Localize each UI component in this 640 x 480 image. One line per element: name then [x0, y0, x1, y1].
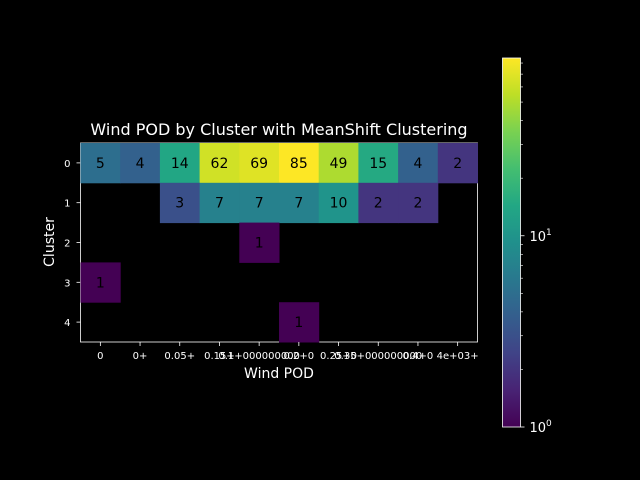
heatmap-cell — [318, 182, 359, 224]
heatmap-cell — [239, 143, 280, 184]
cell-value-label: 62 — [211, 156, 229, 172]
heatmap-cell — [199, 182, 240, 224]
cell-value-label: 4 — [136, 156, 145, 172]
cell-value-label: 2 — [453, 156, 462, 172]
colorbar-gradient — [502, 57, 521, 428]
heatmap-cells: 5 4 14 62 69 85 49 15 4 2 3 7 7 7 10 2 2 1 1 1 — [80, 143, 478, 343]
heatmap-cell — [159, 143, 201, 184]
cell-value-label: 2 — [413, 196, 422, 212]
colorbar-tick-label: 101 — [530, 228, 552, 245]
heatmap-cell — [398, 143, 439, 184]
x-tick-label: 4e+03+ — [437, 351, 479, 362]
y-tick-label: 3 — [64, 278, 70, 289]
y-tick-label: 2 — [64, 239, 70, 250]
heatmap-cell — [120, 143, 161, 184]
heatmap-cell — [159, 182, 201, 224]
cell-value-label: 4 — [413, 156, 422, 172]
heatmap-cell — [80, 143, 121, 184]
cell-value-label: 1 — [255, 236, 264, 252]
cell-value-label: 14 — [171, 156, 189, 172]
cell-value-label: 1 — [96, 275, 105, 291]
x-tick-label: 0.35+000000000 — [334, 351, 422, 362]
x-tick-label: 0.2+0 — [284, 351, 315, 362]
heatmap-cell — [398, 182, 439, 224]
x-tick-label: 0.4+0 — [403, 351, 434, 362]
heatmap-cell — [358, 143, 399, 184]
heatmap-cell — [199, 143, 240, 184]
heatmap-cell — [358, 182, 399, 224]
cell-value-label: 10 — [330, 196, 348, 212]
y-tick-label: 4 — [64, 318, 70, 329]
heatmap-cell — [239, 182, 280, 224]
heatmap-cell — [279, 302, 320, 343]
cell-value-label: 85 — [290, 156, 308, 172]
cell-value-label: 1 — [294, 315, 303, 331]
x-tick-label: 0 — [97, 351, 103, 362]
x-tick-label: 0.15+ — [204, 351, 235, 362]
cell-value-label: 7 — [294, 196, 303, 212]
heatmap-cell — [318, 143, 359, 184]
y-axis-label: Cluster — [42, 217, 58, 267]
y-axis-ticks: 0 1 2 3 4 — [64, 159, 81, 329]
colorbar-tick-label: 100 — [530, 419, 553, 436]
heatmap-cell — [80, 262, 121, 303]
y-tick-label: 0 — [64, 159, 70, 170]
x-tick-label: 0+ — [133, 351, 148, 362]
x-tick-label: 0.1+000000000 — [218, 351, 300, 362]
heatmap-cell — [279, 143, 320, 184]
cell-value-label: 7 — [255, 196, 264, 212]
x-tick-label: 0.25+0 — [320, 351, 357, 362]
cell-value-label: 5 — [96, 156, 105, 172]
x-axis-label: Wind POD — [244, 366, 314, 382]
cell-value-label: 15 — [369, 156, 387, 172]
x-tick-label: 0.05+ — [164, 351, 195, 362]
cell-value-label: 7 — [215, 196, 224, 212]
heatmap-cell — [239, 222, 280, 263]
cell-value-label: 69 — [250, 156, 268, 172]
cell-value-label: 2 — [374, 196, 383, 212]
cell-value-label: 49 — [330, 156, 348, 172]
y-tick-label: 1 — [64, 199, 70, 210]
colorbar: 100 101 — [502, 57, 553, 436]
cell-value-label: 3 — [175, 196, 184, 212]
chart-title: Wind POD by Cluster with MeanShift Clust… — [90, 120, 467, 139]
heatmap-cell — [279, 182, 320, 224]
heatmap-cell — [437, 143, 478, 184]
